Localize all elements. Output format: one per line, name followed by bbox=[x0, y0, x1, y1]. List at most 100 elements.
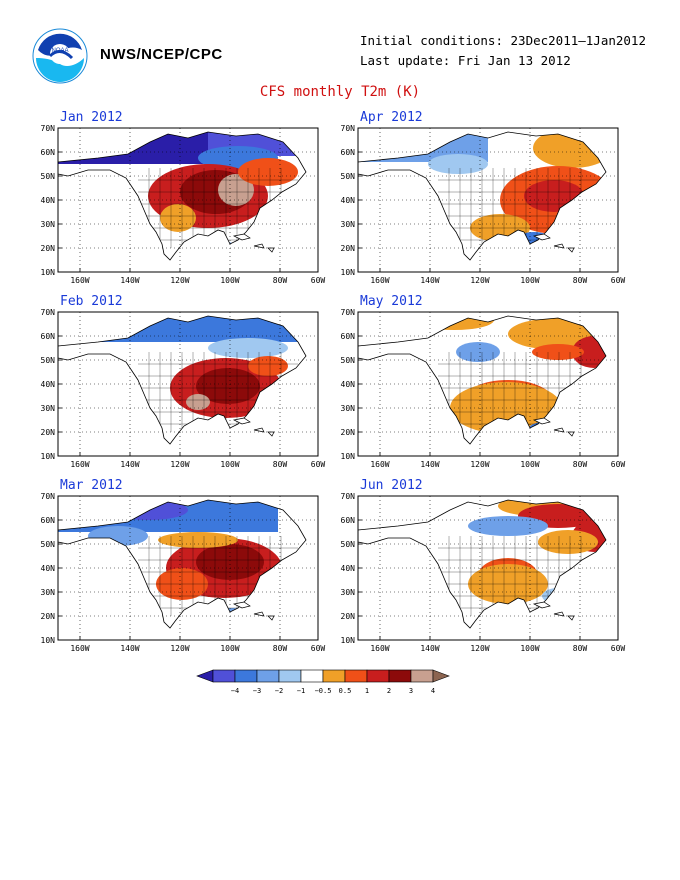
lat-label: 50N bbox=[41, 356, 56, 365]
svg-text:NOAA: NOAA bbox=[51, 48, 68, 54]
lat-label: 10N bbox=[41, 268, 56, 277]
lon-label: 80W bbox=[573, 276, 588, 285]
lon-label: 80W bbox=[573, 644, 588, 653]
lat-label: 20N bbox=[341, 428, 356, 437]
lon-label: 80W bbox=[273, 644, 288, 653]
lon-label: 120W bbox=[170, 276, 189, 285]
lat-label: 30N bbox=[341, 588, 356, 597]
color-legend: −4 −3 −2 −1 −0.5 0.5 1 2 3 4 bbox=[196, 669, 450, 695]
map-mar: 70N 60N 50N 40N 30N 20N 10N 160W 140W 120W 100W 80W… bbox=[41, 492, 326, 653]
legend-swatch bbox=[278, 669, 302, 683]
lon-label: 60W bbox=[611, 644, 626, 653]
lat-label: 60N bbox=[341, 332, 356, 341]
lon-label: 140W bbox=[120, 644, 139, 653]
legend-swatch bbox=[410, 669, 434, 683]
lat-label: 10N bbox=[341, 452, 356, 461]
lat-label: 70N bbox=[41, 308, 56, 317]
lon-label: 100W bbox=[520, 460, 539, 469]
lat-label: 10N bbox=[41, 452, 56, 461]
panel-title-jan: Jan 2012 bbox=[60, 110, 123, 125]
lat-label: 50N bbox=[41, 540, 56, 549]
map-jun: 70N 60N 50N 40N 30N 20N 10N 160W 140W 120W 100W 80W… bbox=[341, 492, 626, 653]
lat-label: 60N bbox=[341, 148, 356, 157]
legend-swatch bbox=[256, 669, 280, 683]
legend-arrow-left bbox=[196, 669, 214, 683]
organization-title: NWS/NCEP/CPC bbox=[100, 46, 223, 63]
lat-label: 40N bbox=[341, 564, 356, 573]
legend-swatch bbox=[234, 669, 258, 683]
lon-label: 100W bbox=[220, 460, 239, 469]
lon-label: 100W bbox=[220, 276, 239, 285]
lat-label: 30N bbox=[341, 404, 356, 413]
lat-label: 60N bbox=[341, 516, 356, 525]
lon-label: 60W bbox=[311, 460, 326, 469]
lon-label: 160W bbox=[70, 276, 89, 285]
legend-label: −0.5 bbox=[315, 687, 332, 695]
lat-label: 10N bbox=[341, 636, 356, 645]
lon-label: 140W bbox=[420, 276, 439, 285]
lat-label: 70N bbox=[341, 124, 356, 133]
lon-label: 100W bbox=[520, 644, 539, 653]
lat-label: 50N bbox=[341, 172, 356, 181]
lat-label: 50N bbox=[41, 172, 56, 181]
lon-label: 160W bbox=[70, 460, 89, 469]
noaa-logo: NOAA bbox=[32, 28, 88, 84]
lat-label: 30N bbox=[41, 404, 56, 413]
map-jan: 70N 60N 50N 40N 30N 20N 10N 160W 140W 120W 100W 80W… bbox=[41, 124, 326, 285]
lat-label: 60N bbox=[41, 148, 56, 157]
map-feb: 70N 60N 50N 40N 30N 20N 10N 160W 140W 120W 100W 80W… bbox=[41, 308, 326, 469]
chart-title: CFS monthly T2m (K) bbox=[259, 84, 421, 100]
lon-label: 80W bbox=[273, 276, 288, 285]
panel-title-may: May 2012 bbox=[360, 294, 423, 309]
legend-label: −2 bbox=[275, 687, 283, 695]
legend-swatch bbox=[344, 669, 368, 683]
lat-label: 60N bbox=[41, 332, 56, 341]
lon-label: 160W bbox=[370, 276, 389, 285]
lon-label: 140W bbox=[420, 644, 439, 653]
lat-label: 40N bbox=[341, 196, 356, 205]
map-apr: 70N 60N 50N 40N 30N 20N 10N 160W 140W 120W 100W 80W… bbox=[341, 124, 626, 285]
panel-title-jun: Jun 2012 bbox=[360, 478, 423, 493]
lat-label: 40N bbox=[341, 380, 356, 389]
lat-label: 70N bbox=[41, 124, 56, 133]
last-update: Last update: Fri Jan 13 2012 bbox=[360, 53, 571, 68]
lon-label: 80W bbox=[273, 460, 288, 469]
lat-label: 40N bbox=[41, 196, 56, 205]
lat-label: 30N bbox=[41, 220, 56, 229]
initial-conditions: Initial conditions: 23Dec2011–1Jan2012 bbox=[360, 33, 646, 48]
legend-swatch bbox=[322, 669, 346, 683]
panel-title-mar: Mar 2012 bbox=[60, 478, 123, 493]
lon-label: 60W bbox=[611, 460, 626, 469]
lat-label: 30N bbox=[341, 220, 356, 229]
legend-swatch bbox=[212, 669, 236, 683]
lon-label: 60W bbox=[311, 644, 326, 653]
legend-label: 1 bbox=[365, 687, 369, 695]
lat-label: 70N bbox=[341, 308, 356, 317]
lat-label: 50N bbox=[341, 356, 356, 365]
legend-swatch bbox=[388, 669, 412, 683]
lon-label: 120W bbox=[470, 276, 489, 285]
lat-label: 20N bbox=[41, 612, 56, 621]
legend-label: 0.5 bbox=[339, 687, 352, 695]
lat-label: 20N bbox=[341, 612, 356, 621]
map-may: 70N 60N 50N 40N 30N 20N 10N 160W 140W 120W 100W 80W… bbox=[341, 308, 626, 469]
lat-label: 10N bbox=[41, 636, 56, 645]
lat-label: 20N bbox=[41, 244, 56, 253]
lat-label: 20N bbox=[341, 244, 356, 253]
lon-label: 120W bbox=[470, 644, 489, 653]
lat-label: 30N bbox=[41, 588, 56, 597]
lon-label: 140W bbox=[120, 460, 139, 469]
legend-label: 4 bbox=[431, 687, 435, 695]
lat-label: 10N bbox=[341, 268, 356, 277]
lon-label: 100W bbox=[520, 276, 539, 285]
lon-label: 80W bbox=[573, 460, 588, 469]
lon-label: 120W bbox=[470, 460, 489, 469]
panel-title-apr: Apr 2012 bbox=[360, 110, 423, 125]
lon-label: 160W bbox=[370, 460, 389, 469]
lon-label: 120W bbox=[170, 460, 189, 469]
lat-label: 40N bbox=[41, 380, 56, 389]
lon-label: 160W bbox=[70, 644, 89, 653]
lat-label: 40N bbox=[41, 564, 56, 573]
legend-label: 2 bbox=[387, 687, 391, 695]
lon-label: 140W bbox=[120, 276, 139, 285]
